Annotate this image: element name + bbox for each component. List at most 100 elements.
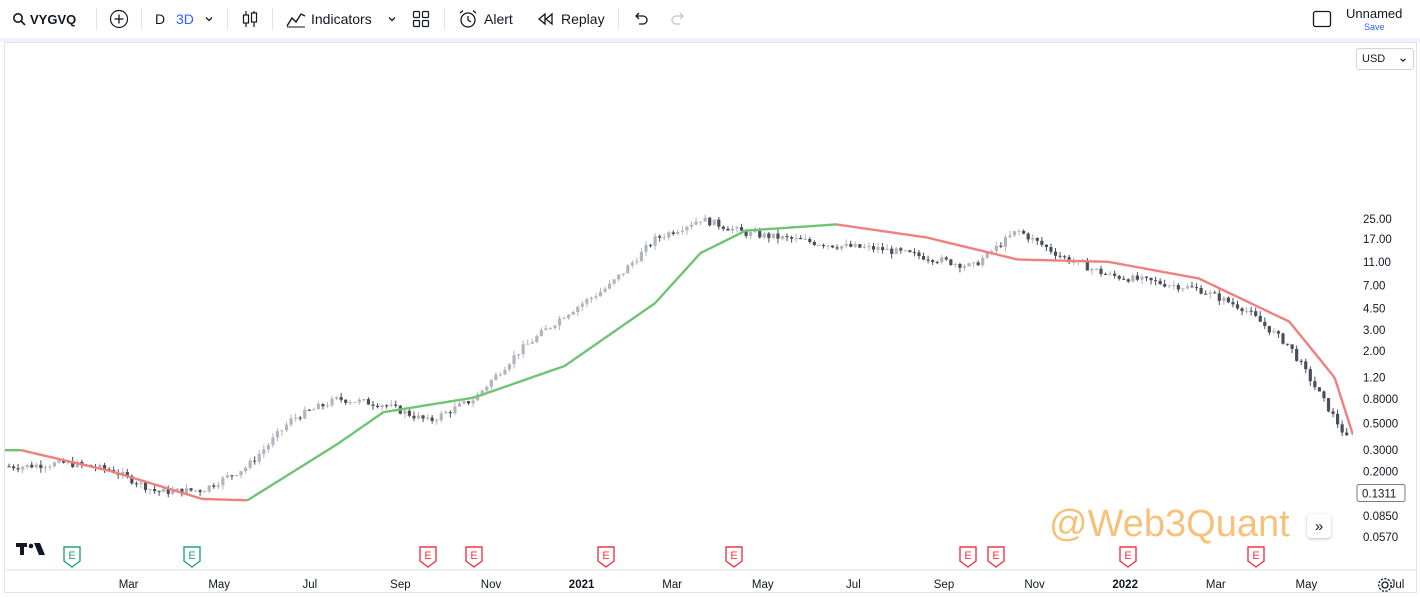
candle (1226, 296, 1230, 304)
candle (457, 401, 462, 407)
candle-body (312, 409, 316, 411)
candle (1290, 344, 1294, 354)
earnings-badge (465, 546, 483, 568)
earnings-marker[interactable]: E (987, 546, 1005, 568)
candle (412, 411, 416, 422)
candle (325, 401, 330, 408)
candle-body (166, 488, 170, 494)
earnings-marker[interactable]: E (465, 546, 483, 568)
candle-body (1272, 331, 1276, 333)
candle (230, 474, 234, 480)
candle-body (557, 318, 562, 326)
chart-pane[interactable]: E E E E E E E E E E 25.00 17.00 11.00 7.00 4.50 3.00 2.… (4, 42, 1417, 593)
chart-type-button[interactable] (241, 0, 259, 38)
candle (917, 249, 921, 260)
candle-body (617, 274, 621, 280)
time-tick-label: 2021 (569, 579, 595, 591)
candle (1272, 328, 1276, 334)
compare-add-button[interactable] (109, 0, 129, 38)
earnings-marker[interactable]: E (959, 546, 977, 568)
candle (635, 257, 639, 265)
candle (821, 243, 826, 249)
candle-body (284, 424, 289, 431)
candle-body (257, 453, 261, 462)
earnings-marker[interactable]: E (725, 546, 743, 568)
layout-button[interactable] (412, 0, 430, 38)
interval-dropdown[interactable] (204, 0, 214, 38)
candle (216, 481, 220, 489)
candle-body (1313, 381, 1317, 388)
earnings-marker[interactable]: E (597, 546, 615, 568)
top-toolbar: VYGVQ D 3D Indicators Alert Replay Unnam (0, 0, 1420, 39)
candle (1276, 330, 1281, 338)
candle (289, 414, 293, 428)
candle-body (1322, 391, 1326, 399)
undo-button[interactable] (632, 0, 650, 38)
settings-button[interactable] (1377, 577, 1393, 598)
replay-button[interactable]: Replay (537, 0, 605, 38)
candle-body (1317, 387, 1321, 392)
candle-body (1336, 413, 1340, 425)
earnings-marker[interactable]: E (419, 546, 437, 568)
earnings-marker[interactable]: E (1119, 546, 1137, 568)
candle (926, 255, 930, 264)
earnings-marker[interactable]: E (1247, 546, 1265, 568)
candle-body (216, 485, 220, 487)
time-axis[interactable]: Mar May Jul Sep Nov 2021 Mar May Jul Sep Nov 2022 Ma… (5, 569, 1416, 592)
candle (767, 231, 771, 243)
candle (1144, 276, 1149, 282)
candle-body (608, 283, 612, 289)
candle (730, 225, 735, 234)
candle-body (212, 485, 216, 487)
candle-body (380, 405, 384, 408)
redo-button[interactable] (669, 0, 687, 38)
fullscreen-button[interactable] (1312, 0, 1332, 38)
interval-3d-button[interactable]: 3D (176, 0, 194, 38)
candle-body (999, 245, 1003, 247)
candle-body (1053, 251, 1058, 256)
candle (498, 372, 502, 377)
candle-body (735, 227, 739, 229)
alert-button[interactable]: Alert (458, 0, 513, 38)
earnings-marker[interactable]: E (63, 546, 81, 568)
candle (972, 261, 976, 268)
divider (227, 8, 228, 30)
indicators-button[interactable]: Indicators (286, 0, 372, 38)
candle-body (439, 413, 443, 421)
ma-line-falling (20, 449, 248, 502)
candle (562, 316, 566, 320)
candle-body (253, 460, 257, 462)
candle-body (394, 404, 398, 406)
candle (694, 217, 698, 226)
candle-body (517, 354, 521, 356)
candle (43, 465, 47, 473)
candle-body (1295, 348, 1299, 361)
earnings-marker[interactable]: E (183, 546, 201, 568)
candle-body (1172, 285, 1176, 287)
indicators-dropdown[interactable] (387, 0, 397, 38)
candle-body (644, 245, 648, 252)
candle (771, 233, 775, 240)
layout-name[interactable]: Unnamed (1346, 6, 1403, 21)
currency-selector[interactable]: USD (1356, 48, 1414, 70)
candle (175, 487, 179, 491)
candle-body (1240, 308, 1244, 312)
candle-body (193, 490, 198, 492)
price-chart[interactable]: E E E E E E E E E E 25.00 17.00 11.00 7.00 4.50 3.00 2.… (5, 43, 1416, 592)
candle-body (958, 263, 962, 268)
candle (908, 249, 912, 253)
scroll-to-realtime-button[interactable]: » (1307, 514, 1331, 538)
candle (1190, 281, 1194, 288)
candle (1185, 283, 1190, 290)
price-axis[interactable]: 25.00 17.00 11.00 7.00 4.50 3.00 2.00 1.20 0.800… (1353, 43, 1416, 592)
candle-body (366, 399, 371, 405)
symbol-search[interactable]: VYGVQ (12, 0, 76, 38)
watermark: @Web3Quant (1049, 503, 1290, 545)
save-link[interactable]: Save (1364, 22, 1385, 32)
candle-body (512, 355, 516, 365)
candle (935, 260, 939, 265)
candle-body (1113, 273, 1117, 276)
candle-body (840, 245, 844, 249)
interval-d-button[interactable]: D (155, 0, 165, 38)
candle (608, 280, 612, 290)
